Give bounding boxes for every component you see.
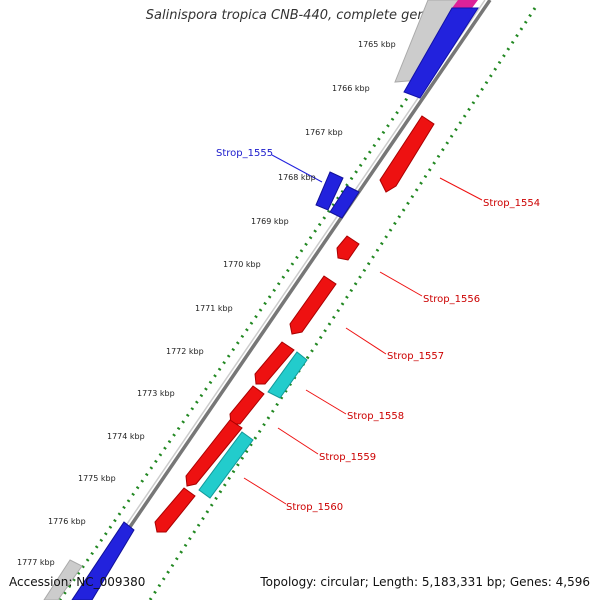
gene-forward-top[interactable]	[403, 7, 479, 99]
tick-label: 1772 kbp	[166, 347, 204, 356]
label-leader-strop-1557	[345, 327, 387, 355]
tick-label: 1767 kbp	[305, 128, 343, 137]
gene-reverse-strop-1560[interactable]	[154, 487, 196, 533]
outer-dotted-ring	[58, 0, 477, 600]
label-leader-strop-1556	[379, 271, 423, 297]
tick-label: 1775 kbp	[78, 474, 116, 483]
tick-label: 1771 kbp	[195, 304, 233, 313]
gene-rna-strop-1560[interactable]	[198, 431, 254, 499]
gene-label-strop-1554[interactable]: Strop_1554	[483, 198, 540, 209]
gene-label-strop-1560[interactable]: Strop_1560	[286, 502, 343, 513]
genome-backbone	[78, 0, 492, 600]
gene-magenta-top[interactable]	[452, 0, 478, 8]
gene-label-strop-1558[interactable]: Strop_1558	[347, 411, 404, 422]
tick-label: 1770 kbp	[223, 260, 261, 269]
map-title: Salinispora tropica CNB-440, complete ge…	[145, 8, 455, 23]
genome-summary-label: Topology: circular; Length: 5,183,331 bp…	[260, 575, 590, 589]
label-leader-strop-1558	[305, 389, 347, 415]
tick-label: 1768 kbp	[278, 173, 316, 182]
genome-backbone-highlight	[74, 0, 486, 600]
gene-forward-bottom[interactable]	[71, 521, 135, 600]
gene-reverse-strop-1556[interactable]	[336, 235, 360, 261]
gene-label-strop-1557[interactable]: Strop_1557	[387, 351, 444, 362]
accession-label: Accession: NC_009380	[9, 575, 146, 589]
label-leader-strop-1560	[243, 477, 287, 505]
tick-label: 1777 kbp	[17, 558, 55, 567]
label-leader-strop-1559	[277, 427, 319, 455]
gene-reverse-strop-1554[interactable]	[379, 115, 435, 193]
tick-label: 1766 kbp	[332, 84, 370, 93]
gene-forward-strop-1555-b[interactable]	[329, 185, 360, 219]
gene-label-strop-1559[interactable]: Strop_1559	[319, 452, 376, 463]
tick-label: 1776 kbp	[48, 517, 86, 526]
label-leader-strop-1554	[439, 177, 483, 201]
tick-label: 1774 kbp	[107, 432, 145, 441]
tick-label: 1765 kbp	[358, 40, 396, 49]
gene-rna-strop-1558[interactable]	[267, 351, 308, 399]
gene-label-strop-1556[interactable]: Strop_1556	[423, 294, 480, 305]
gene-reverse-strop-1558-a[interactable]	[254, 341, 295, 385]
label-leader-strop-1555	[271, 154, 323, 183]
gene-reverse-strop-1559-a[interactable]	[229, 385, 265, 425]
gene-reverse-strop-1559-b[interactable]	[185, 419, 243, 487]
gene-reverse-strop-1557[interactable]	[289, 275, 337, 335]
gene-label-strop-1555[interactable]: Strop_1555	[216, 148, 273, 159]
gene-forward-strop-1555-a[interactable]	[315, 171, 344, 211]
tick-label: 1773 kbp	[137, 389, 175, 398]
tick-label: 1769 kbp	[251, 217, 289, 226]
gene-gray-bottom[interactable]	[43, 559, 83, 600]
inner-dotted-ring	[148, 7, 537, 600]
